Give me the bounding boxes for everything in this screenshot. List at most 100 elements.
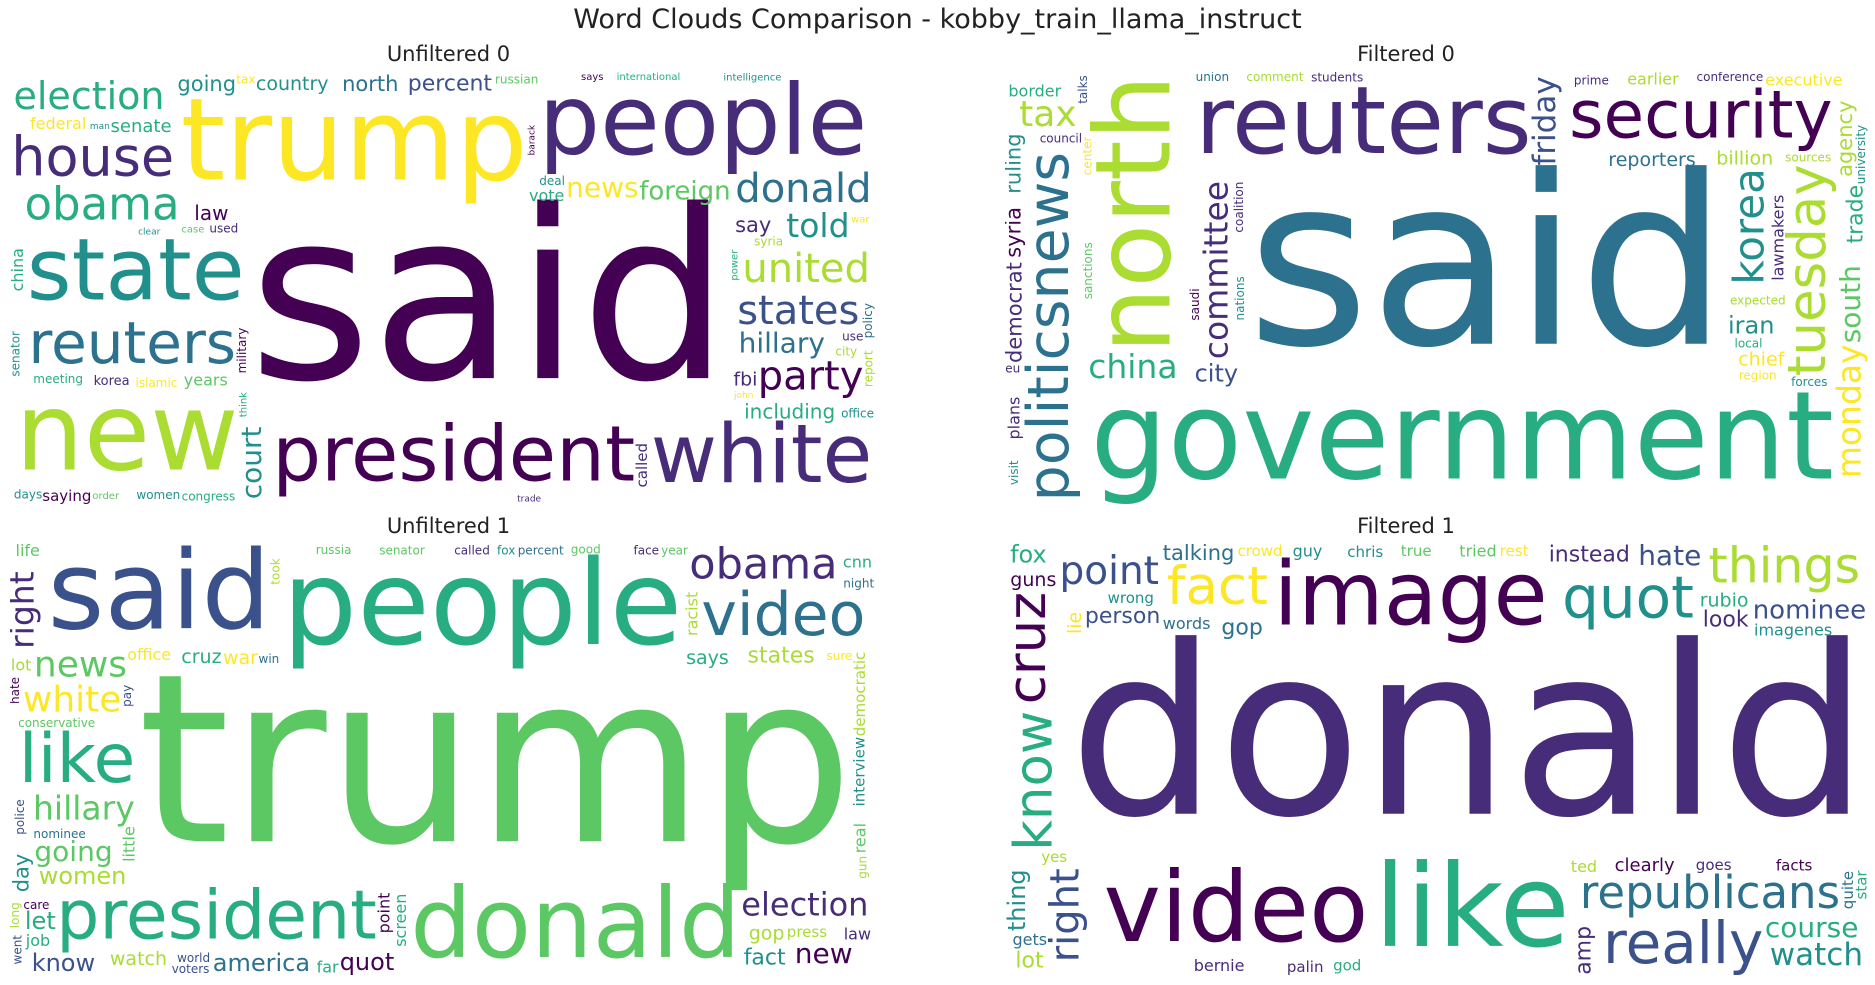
cloud-word: talks [1076, 75, 1090, 104]
cloud-word: let [25, 907, 56, 935]
cloud-word: tuesday [1777, 164, 1838, 376]
word-cloud-filtered-1: donald like image video republicans know right… [1005, 544, 1870, 976]
cloud-word: prime [1574, 74, 1609, 88]
panel-title-filtered-0: Filtered 0 [1357, 42, 1455, 66]
cloud-word: syria [1005, 207, 1025, 258]
cloud-word: rubio [1700, 589, 1749, 611]
cloud-word: life [16, 544, 40, 560]
cloud-word: said [249, 161, 730, 434]
cloud-word: president [272, 410, 635, 499]
cloud-word: politicsnews [1016, 152, 1082, 501]
cloud-word: including [744, 400, 835, 424]
cloud-word: right [10, 571, 42, 649]
cloud-word: press [787, 923, 827, 941]
cloud-word: syria [754, 234, 783, 248]
cloud-word: win [259, 652, 280, 666]
cloud-word: look [1703, 608, 1749, 633]
cloud-word: war [851, 215, 870, 226]
cloud-word: china [10, 248, 27, 291]
cloud-word: trade [1843, 185, 1868, 244]
cloud-word: point [374, 893, 393, 934]
cloud-word: saudi [1188, 288, 1202, 320]
cloud-word: new [795, 937, 853, 970]
cloud-word: ruling [1005, 133, 1026, 193]
cloud-word: president [56, 877, 377, 956]
word-cloud-unfiltered-0: said trump president people reuters state new h… [10, 72, 875, 504]
cloud-word: border [1008, 82, 1061, 101]
cloud-word: gets [1013, 930, 1048, 949]
cloud-word: talking [1163, 544, 1235, 565]
cloud-word: lawmakers [1769, 195, 1788, 281]
cloud-word: years [184, 371, 228, 390]
cloud-word: office [127, 645, 171, 664]
cloud-word: local [1735, 336, 1763, 350]
cloud-word: course [1765, 911, 1859, 944]
cloud-word: nominee [33, 827, 85, 841]
cloud-word: gop [749, 923, 785, 945]
cloud-word: states [737, 288, 859, 334]
cloud-word: called [454, 544, 490, 558]
cloud-word: center [1081, 137, 1095, 176]
cloud-word: white [651, 408, 873, 502]
cloud-word: senator [10, 331, 23, 377]
cloud-word: city [835, 345, 857, 359]
cloud-word: office [841, 407, 874, 421]
cloud-word: tax [236, 72, 255, 86]
cloud-word: democrat [1005, 262, 1026, 363]
cloud-word: video [701, 580, 865, 650]
cloud-word: took [268, 558, 282, 584]
cloud-word: power [730, 249, 741, 281]
cloud-word: order [92, 491, 120, 502]
cloud-word: used [209, 221, 238, 235]
cloud-word: gun [856, 856, 870, 879]
cloud-word: screen [391, 894, 410, 947]
cloud-word: union [1196, 72, 1230, 84]
cloud-word: like [1374, 840, 1569, 973]
cloud-word: democratic [851, 652, 869, 736]
cloud-word: pay [120, 685, 134, 707]
cloud-word: foreign [639, 177, 730, 207]
cloud-word: day [10, 854, 34, 893]
cloud-word: words [1163, 614, 1211, 633]
cloud-word: far [317, 958, 339, 977]
cloud-word: john [733, 391, 753, 401]
cloud-word: meeting [33, 372, 83, 386]
cloud-word: intelligence [723, 72, 781, 83]
cloud-word: students [1311, 72, 1363, 84]
cloud-word: billion [1716, 148, 1773, 170]
cloud-word: conservative [18, 716, 95, 730]
cloud-word: right [1043, 868, 1089, 962]
cloud-word: policy [861, 303, 875, 338]
cloud-word: new [15, 371, 238, 496]
cloud-word: military [235, 328, 249, 374]
cloud-word: north [1072, 74, 1194, 353]
cloud-word: chris [1347, 544, 1383, 561]
cloud-word: south [1834, 265, 1867, 343]
cloud-word: earlier [1627, 72, 1679, 89]
cloud-word: tried [1459, 544, 1496, 561]
cloud-word: coalition [1232, 182, 1246, 233]
cloud-word: republicans [1580, 866, 1840, 919]
cloud-word: trump [181, 74, 528, 207]
cloud-word: quot [340, 948, 395, 976]
cloud-word: bernie [1194, 956, 1245, 975]
cloud-word: star [1853, 870, 1870, 900]
cloud-word: crowd [1238, 544, 1283, 560]
cloud-word: fact [1167, 556, 1268, 617]
cloud-word: saying [42, 487, 91, 504]
cloud-word: news [34, 645, 127, 686]
cloud-word: barack [528, 124, 538, 155]
cloud-word: russia [316, 544, 352, 557]
cloud-word: federal [30, 114, 86, 133]
cloud-word: committee [1196, 181, 1235, 359]
cloud-word: case [181, 224, 204, 235]
cloud-word: expected [1730, 293, 1786, 307]
cloud-word: face [634, 544, 660, 558]
cloud-word: instead [1549, 544, 1630, 568]
cloud-word: fox [1010, 544, 1047, 569]
cloud-word: international [617, 72, 681, 83]
cloud-word: percent [408, 72, 493, 97]
cloud-word: true [1401, 544, 1432, 560]
cloud-word: ted [1571, 857, 1597, 876]
cloud-word: white [23, 679, 122, 720]
